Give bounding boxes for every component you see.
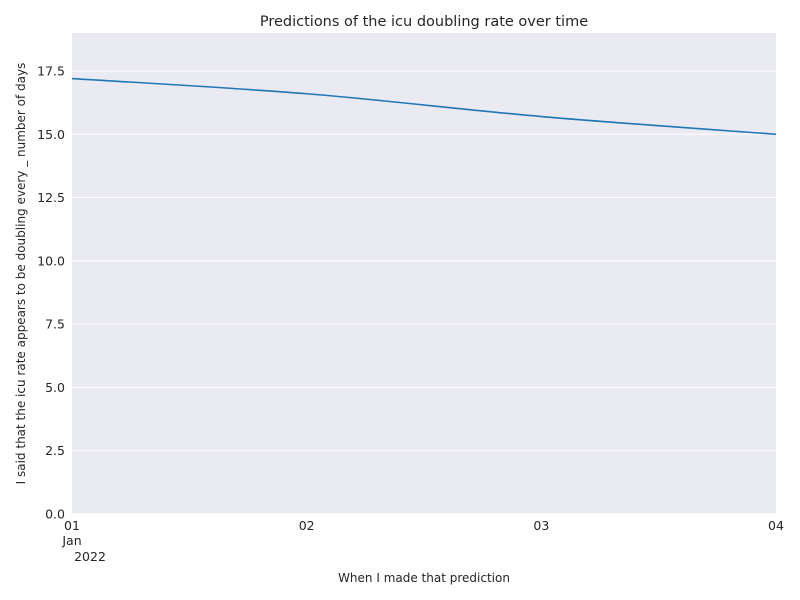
- y-axis-label: I said that the icu rate appears to be d…: [14, 63, 28, 485]
- y-tick-label: 5.0: [45, 380, 65, 395]
- y-tick-label: 17.5: [37, 63, 65, 78]
- y-tick-label: 15.0: [37, 127, 65, 142]
- x-tick-label: 04: [768, 518, 784, 533]
- x-tick-label: 03: [533, 518, 549, 533]
- chart-title: Predictions of the icu doubling rate ove…: [260, 14, 588, 30]
- x-tick-year-label: 2022: [74, 549, 106, 564]
- x-tick-month-label: Jan: [61, 533, 81, 548]
- y-tick-label: 12.5: [37, 190, 65, 205]
- y-tick-label: 2.5: [45, 443, 65, 458]
- y-tick-labels: 0.0 2.5 5.0 7.5 10.0 12.5 15.0 17.5: [37, 63, 65, 521]
- x-tick-label: 01: [64, 518, 80, 533]
- y-tick-label: 0.0: [45, 507, 65, 522]
- x-tick-label: 02: [299, 518, 315, 533]
- x-axis-label: When I made that prediction: [338, 571, 510, 585]
- plot-background: [72, 33, 776, 514]
- series-group: [71, 77, 777, 136]
- y-tick-label: 10.0: [37, 253, 65, 268]
- y-tick-label: 7.5: [45, 317, 65, 332]
- grid-lines: [72, 70, 776, 515]
- series-line: [71, 77, 777, 136]
